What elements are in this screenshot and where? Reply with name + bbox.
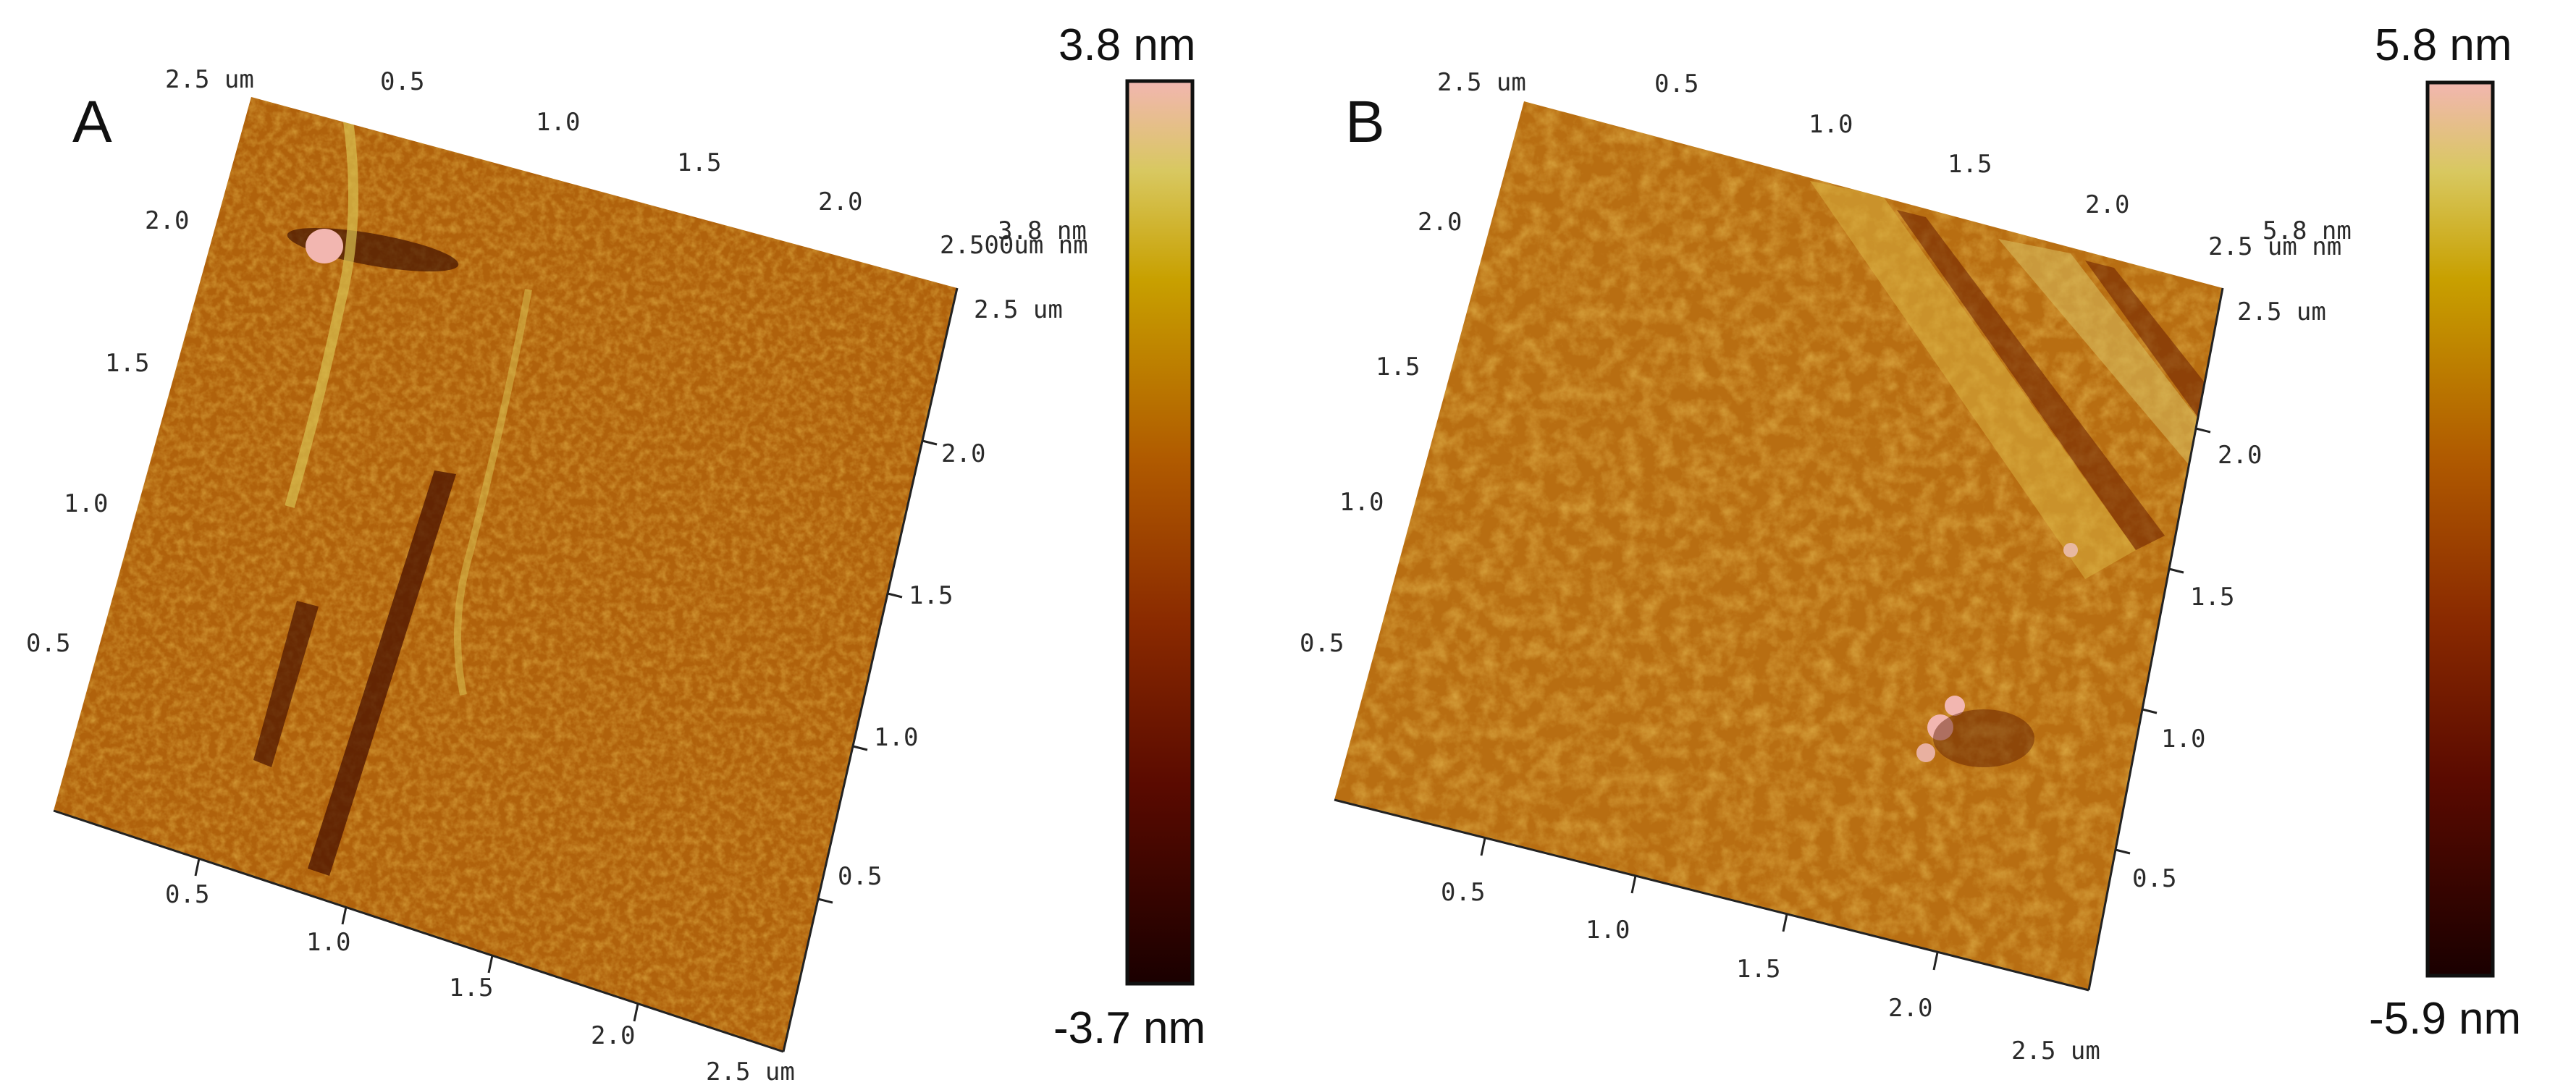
panel-a-bottom-tick-1: 1.0 bbox=[306, 928, 350, 957]
panel-b-left-tick-1: 2.0 bbox=[1418, 208, 1462, 237]
panel-a-letter: A bbox=[72, 89, 112, 155]
panel-a-top-tick-3: 2.0 bbox=[818, 187, 862, 216]
panel-b-left-tick-3: 1.0 bbox=[1339, 488, 1384, 517]
panel-b-top-tick-2: 1.5 bbox=[1948, 150, 1992, 179]
panel-a-axes bbox=[53, 287, 959, 1053]
panel-b-top-tick-0: 0.5 bbox=[1654, 69, 1699, 98]
panel-a-corner-overlay-1: 3.8 nm bbox=[998, 216, 1087, 245]
panel-a-colorbar bbox=[1125, 79, 1195, 986]
panel-b-bottom-tick-2: 1.5 bbox=[1736, 955, 1780, 984]
panel-b-left-tick-4: 0.5 bbox=[1300, 629, 1344, 658]
panel-a-top-tick-1: 1.0 bbox=[536, 108, 580, 137]
panel-b-right-tick-3: 1.0 bbox=[2161, 725, 2205, 753]
panel-a-left-tick-4: 0.5 bbox=[26, 629, 70, 658]
panel-a-left-tick-1: 2.0 bbox=[145, 206, 189, 235]
panel-b-top-tick-1: 1.0 bbox=[1809, 110, 1853, 139]
panel-b-scale-max: 5.8 nm bbox=[2375, 20, 2512, 70]
panel-b-bottom-tick-4: 2.5 um bbox=[2011, 1037, 2100, 1065]
panel-b-corner-overlay-1: 5.8 nm bbox=[2263, 216, 2352, 245]
panel-a-scale-min: -3.7 nm bbox=[1053, 1003, 1205, 1053]
panel-a-bottom-tick-2: 1.5 bbox=[449, 974, 493, 1002]
panel-a-left-tick-0: 2.5 um bbox=[165, 65, 254, 94]
panel-b-left-tick-0: 2.5 um bbox=[1437, 68, 1526, 97]
panel-a-top-tick-0: 0.5 bbox=[380, 67, 424, 96]
panel-a-scale-max: 3.8 nm bbox=[1058, 20, 1196, 70]
panel-b-axes bbox=[1334, 287, 2224, 992]
panel-b-letter: B bbox=[1345, 89, 1385, 155]
panel-a-right-tick-1: 2.0 bbox=[941, 439, 985, 468]
panel-b-top-tick-3: 2.0 bbox=[2085, 190, 2129, 219]
panel-b-scale-min: -5.9 nm bbox=[2369, 994, 2521, 1044]
panel-b-right-tick-4: 0.5 bbox=[2132, 864, 2176, 893]
panel-a-right-tick-4: 0.5 bbox=[838, 862, 882, 891]
panel-b-corner-overlay-2: 2.5 um nm bbox=[2208, 232, 2341, 261]
panel-a-top-tick-2: 1.5 bbox=[677, 148, 721, 177]
panel-b-bottom-tick-0: 0.5 bbox=[1441, 878, 1485, 907]
panel-a-right-tick-3: 1.0 bbox=[874, 723, 918, 752]
panel-b-bottom-tick-3: 2.0 bbox=[1888, 994, 1932, 1023]
panel-a-right-tick-0: 2.5 um bbox=[974, 295, 1063, 324]
panel-b-left-tick-2: 1.5 bbox=[1376, 352, 1420, 381]
panel-b-colorbar bbox=[2425, 80, 2495, 978]
panel-a-corner-overlay-2: 2.500um nm bbox=[940, 231, 1088, 260]
panel-a-left-tick-2: 1.5 bbox=[105, 349, 149, 378]
panel-b-right-tick-0: 2.5 um bbox=[2237, 297, 2326, 326]
panel-a-bottom-tick-3: 2.0 bbox=[591, 1021, 635, 1050]
panel-a-bottom-tick-0: 0.5 bbox=[165, 880, 209, 909]
panel-b: B bbox=[1300, 20, 2521, 1065]
panel-b-right-tick-1: 2.0 bbox=[2218, 441, 2262, 470]
panel-a-bottom-tick-4: 2.5 um bbox=[706, 1057, 795, 1085]
panel-b-bottom-tick-1: 1.0 bbox=[1586, 916, 1630, 945]
panel-b-right-tick-2: 1.5 bbox=[2190, 583, 2234, 612]
panel-a: A bbox=[26, 20, 1205, 1085]
panel-a-left-tick-3: 1.0 bbox=[64, 489, 108, 518]
panel-a-right-tick-2: 1.5 bbox=[909, 581, 953, 610]
